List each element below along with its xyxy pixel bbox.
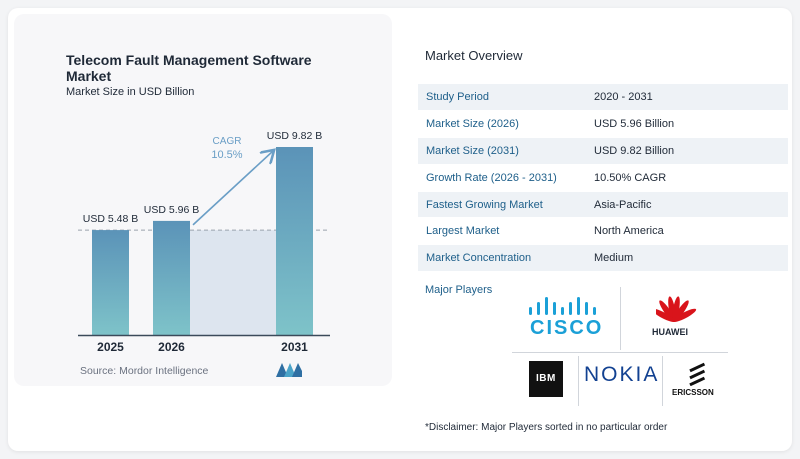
bar-2025	[92, 230, 129, 335]
huawei-flower-icon	[656, 296, 697, 323]
cisco-wordmark: CISCO	[530, 317, 604, 339]
mordor-logo-icon	[276, 363, 302, 377]
data-label-2025: USD 5.48 B	[83, 213, 138, 225]
data-label-2026: USD 5.96 B	[144, 204, 199, 216]
overview-row: Study Period 2020 - 2031	[418, 84, 788, 111]
overview-row: Largest Market North America	[418, 218, 788, 246]
nokia-wordmark: NOKIA	[584, 363, 660, 386]
overview-label: Growth Rate (2026 - 2031)	[426, 171, 557, 184]
cagr-label: CAGR	[213, 136, 242, 147]
data-label-2031: USD 9.82 B	[267, 130, 322, 142]
overview-table: Study Period 2020 - 2031 Market Size (2026…	[418, 84, 788, 273]
players-divider	[512, 352, 728, 353]
overview-value: USD 9.82 Billion	[594, 144, 675, 157]
players-divider	[578, 356, 579, 406]
overview-value: Medium	[594, 252, 634, 265]
overview-row: Market Size (2031) USD 9.82 Billion	[418, 137, 788, 165]
major-players-title: Major Players	[425, 284, 493, 296]
players-divider	[662, 356, 663, 406]
overview-row: Fastest Growing Market Asia-Pacific	[418, 191, 788, 219]
growth-band	[190, 230, 276, 335]
chart-subtitle: Market Size in USD Billion	[66, 86, 195, 98]
huawei-logo: HUAWEI	[650, 295, 698, 341]
ibm-logo: IBM	[529, 361, 563, 397]
cagr-arrow	[192, 151, 273, 226]
overview-label: Market Concentration	[426, 252, 532, 265]
overview-value: 2020 - 2031	[594, 91, 653, 103]
ericsson-wordmark: ERICSSON	[672, 388, 714, 397]
huawei-wordmark: HUAWEI	[652, 327, 688, 337]
bar-2031	[276, 147, 313, 335]
bar-2026	[153, 220, 190, 335]
overview-title: Market Overview	[425, 48, 523, 63]
nokia-logo: NOKIA	[584, 363, 658, 387]
overview-label: Market Size (2031)	[426, 144, 519, 157]
ericsson-mark-icon	[689, 362, 706, 386]
cisco-bars-icon	[529, 297, 596, 315]
overview-row: Market Size (2026) USD 5.96 Billion	[418, 111, 788, 138]
overview-label: Market Size (2026)	[426, 117, 519, 130]
overview-row: Market Concentration Medium	[418, 245, 788, 273]
overview-value: North America	[594, 225, 664, 238]
source-note: Source: Mordor Intelligence	[80, 365, 209, 377]
ibm-wordmark: IBM	[536, 373, 556, 384]
overview-value: Asia-Pacific	[594, 198, 652, 211]
overview-label: Study Period	[426, 91, 489, 103]
overview-label: Largest Market	[426, 225, 500, 238]
tick-label-2025: 2025	[97, 340, 124, 354]
tick-label-2026: 2026	[158, 340, 185, 354]
tick-label-2031: 2031	[281, 340, 308, 354]
disclaimer: *Disclaimer: Major Players sorted in no …	[425, 422, 668, 433]
ericsson-logo: ERICSSON	[672, 362, 722, 402]
overview-value: USD 5.96 Billion	[594, 117, 675, 130]
overview-row: Growth Rate (2026 - 2031) 10.50% CAGR	[418, 165, 788, 192]
overview-value: 10.50% CAGR	[594, 171, 667, 184]
chart-title: Telecom Fault Management Software Market	[66, 52, 312, 84]
players-divider	[620, 287, 621, 350]
cagr-value: 10.5%	[211, 149, 242, 161]
overview-label: Fastest Growing Market	[426, 198, 543, 211]
cisco-logo: CISCO	[526, 297, 604, 341]
